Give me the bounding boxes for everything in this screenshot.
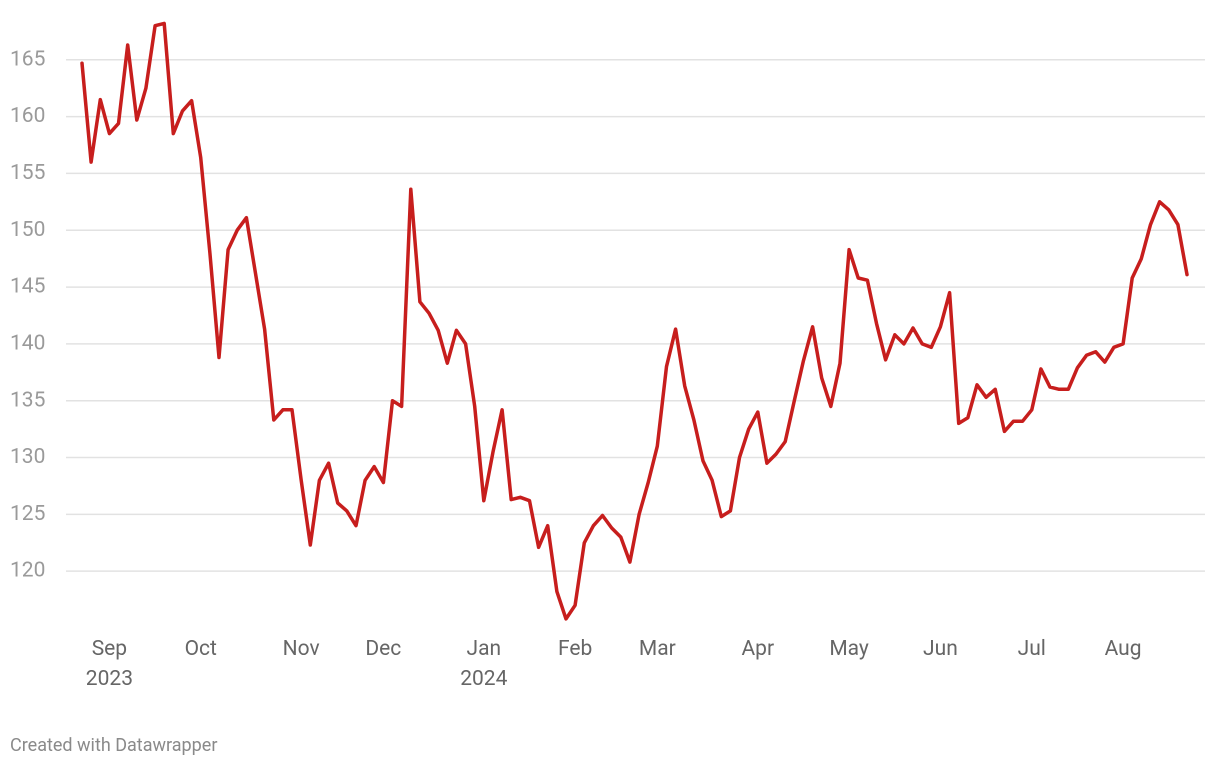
y-tick-label: 160 (10, 104, 45, 128)
x-tick-label: Jan 2024 (460, 637, 507, 691)
y-tick-label: 120 (10, 559, 45, 583)
x-tick-label: Nov (283, 637, 320, 661)
x-tick-label: May (829, 637, 869, 661)
x-tick-label: Jun (923, 637, 958, 661)
y-tick-label: 125 (10, 502, 45, 526)
y-tick-label: 140 (10, 331, 45, 355)
y-tick-label: 165 (10, 47, 45, 71)
plot (80, 21, 1189, 621)
y-tick-label: 135 (10, 388, 45, 412)
credit: Created with Datawrapper (10, 735, 217, 756)
line (80, 21, 1189, 621)
x-tick-label: Dec (365, 637, 401, 661)
y-tick-label: 145 (10, 275, 45, 299)
x-tick-label: Oct (185, 637, 217, 661)
x-tick-label: Aug (1105, 637, 1142, 661)
x-tick-label: Mar (639, 637, 676, 661)
x-tick-label: Apr (741, 637, 774, 661)
y-tick-label: 150 (10, 218, 45, 242)
grid: 120 125 130 135 140 145 150 155 160 165 Sep 2023 Oct… (10, 47, 1205, 691)
x-tick-label: Feb (558, 637, 592, 661)
x-tick-label: Sep 2023 (86, 637, 133, 691)
y-tick-label: 130 (10, 445, 45, 469)
x-tick-label: Jul (1018, 637, 1046, 661)
y-tick-label: 155 (10, 161, 45, 185)
